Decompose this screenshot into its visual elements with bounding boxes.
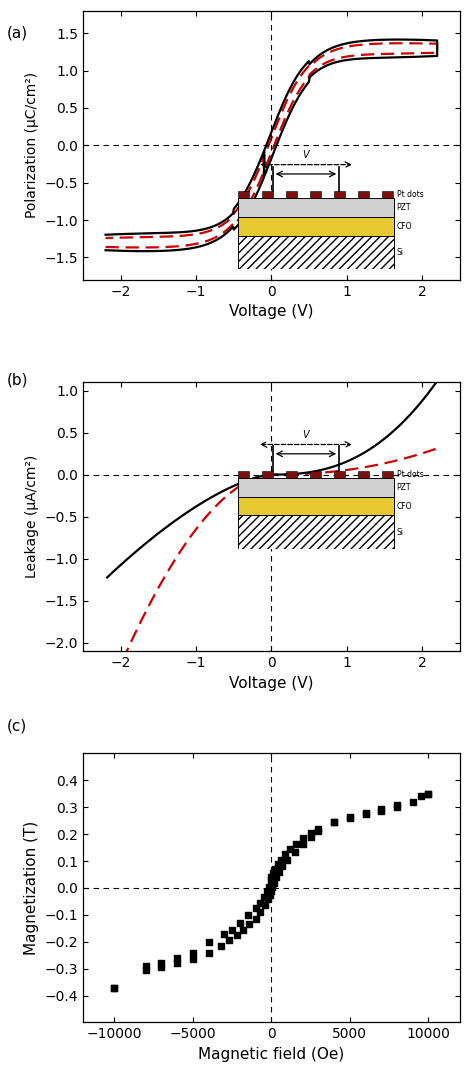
Point bbox=[233, 926, 241, 944]
Point bbox=[269, 865, 277, 882]
Point bbox=[142, 962, 149, 979]
X-axis label: Voltage (V): Voltage (V) bbox=[229, 304, 314, 319]
Point bbox=[315, 822, 322, 840]
Point bbox=[205, 933, 212, 950]
Point bbox=[252, 910, 259, 927]
Point bbox=[265, 878, 273, 895]
Point bbox=[417, 788, 424, 805]
Point bbox=[236, 914, 244, 932]
Point bbox=[217, 937, 225, 954]
Point bbox=[266, 886, 273, 903]
Point bbox=[279, 858, 286, 875]
Point bbox=[377, 803, 385, 820]
Point bbox=[282, 846, 289, 863]
Point bbox=[264, 890, 272, 908]
Point bbox=[189, 944, 197, 961]
Point bbox=[393, 799, 401, 816]
Point bbox=[142, 958, 149, 975]
Point bbox=[346, 808, 354, 826]
Point bbox=[267, 882, 275, 899]
Point bbox=[307, 828, 314, 845]
Point bbox=[110, 979, 118, 997]
Point bbox=[267, 869, 275, 886]
Point bbox=[377, 800, 385, 817]
Point bbox=[277, 852, 284, 869]
Point bbox=[315, 820, 322, 837]
Point bbox=[425, 786, 432, 803]
Point bbox=[256, 894, 264, 911]
Point bbox=[409, 793, 417, 810]
Point bbox=[425, 786, 432, 803]
Point bbox=[173, 949, 181, 966]
Point bbox=[330, 814, 338, 831]
Point bbox=[261, 897, 269, 914]
Point bbox=[292, 835, 301, 853]
Point bbox=[283, 852, 291, 869]
Point bbox=[307, 824, 314, 842]
Point bbox=[189, 951, 197, 968]
X-axis label: Voltage (V): Voltage (V) bbox=[229, 675, 314, 690]
Point bbox=[286, 841, 294, 858]
Point bbox=[275, 863, 283, 881]
Point bbox=[267, 872, 274, 889]
Point bbox=[158, 959, 165, 976]
Y-axis label: Magnetization (T): Magnetization (T) bbox=[24, 821, 39, 955]
Point bbox=[268, 878, 276, 895]
Text: (a): (a) bbox=[7, 26, 28, 41]
Point bbox=[228, 921, 236, 938]
Text: (b): (b) bbox=[7, 372, 28, 387]
X-axis label: Magnetic field (Oe): Magnetic field (Oe) bbox=[198, 1047, 345, 1061]
Y-axis label: Polarization (μC/cm²): Polarization (μC/cm²) bbox=[25, 72, 39, 219]
Point bbox=[346, 809, 354, 827]
Point bbox=[362, 804, 369, 821]
Point bbox=[393, 796, 401, 814]
Point bbox=[291, 843, 299, 860]
Point bbox=[299, 830, 307, 847]
Point bbox=[362, 805, 369, 822]
Point bbox=[263, 883, 271, 900]
Point bbox=[220, 925, 228, 942]
Point bbox=[252, 899, 259, 916]
Point bbox=[274, 855, 282, 872]
Point bbox=[158, 954, 165, 972]
Point bbox=[260, 888, 267, 906]
Point bbox=[173, 954, 181, 972]
Text: (c): (c) bbox=[7, 718, 27, 734]
Y-axis label: Leakage (μA/cm²): Leakage (μA/cm²) bbox=[25, 456, 39, 578]
Point bbox=[205, 944, 212, 961]
Point bbox=[272, 869, 280, 886]
Point bbox=[110, 979, 118, 997]
Point bbox=[246, 915, 253, 933]
Point bbox=[271, 860, 278, 878]
Point bbox=[244, 907, 252, 924]
Point bbox=[299, 835, 307, 853]
Point bbox=[330, 814, 338, 831]
Point bbox=[239, 921, 247, 938]
Point bbox=[225, 932, 233, 949]
Point bbox=[270, 874, 277, 892]
Point bbox=[256, 903, 264, 921]
